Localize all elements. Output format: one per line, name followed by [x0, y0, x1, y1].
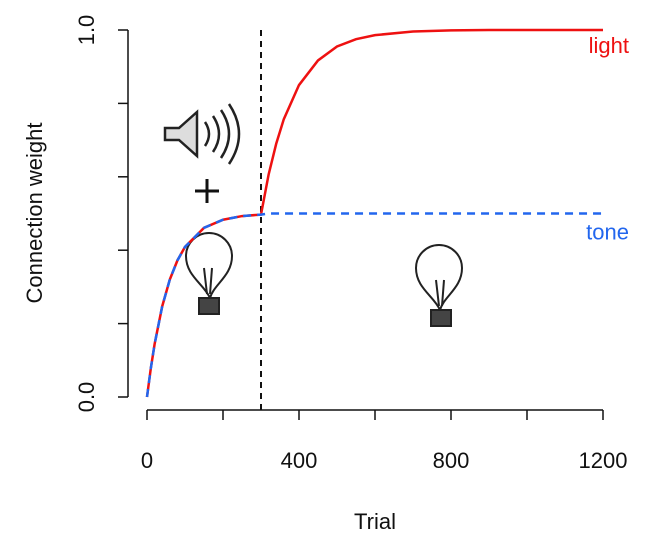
series-label: light: [589, 33, 629, 58]
bulb-icon: [184, 232, 234, 315]
series-label: tone: [586, 219, 629, 244]
bulb-icon: [414, 244, 464, 327]
speaker-icon: [163, 103, 241, 165]
x-tick-label: 400: [281, 448, 318, 473]
plus-sign: [195, 179, 219, 203]
x-tick-label: 1200: [579, 448, 628, 473]
x-tick-label: 800: [433, 448, 470, 473]
y-tick-label: 0.0: [74, 382, 99, 413]
y-tick-label: 1.0: [74, 15, 99, 46]
x-tick-label: 0: [141, 448, 153, 473]
x-axis-label: Trial: [354, 509, 396, 534]
series-line: [145, 212, 603, 398]
y-axis-label: Connection weight: [22, 122, 47, 303]
